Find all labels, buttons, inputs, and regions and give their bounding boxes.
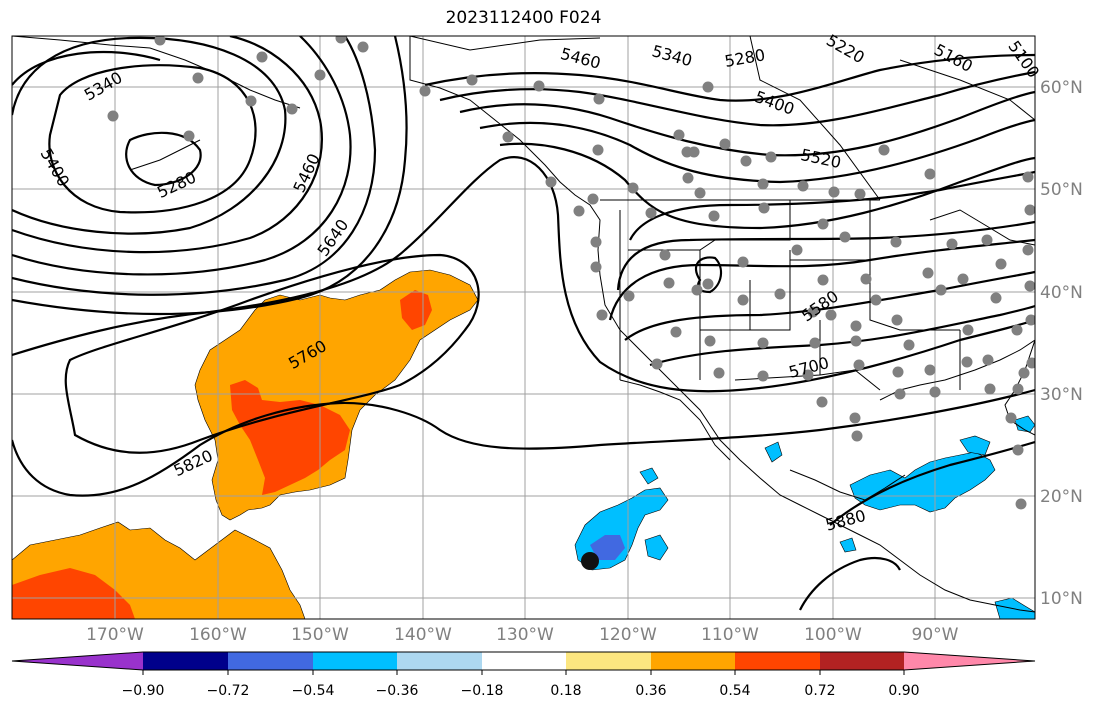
lon-tick-label: 130°W (496, 625, 554, 645)
negative-anomaly-shading (574, 415, 1035, 619)
plot-area (12, 36, 1035, 619)
colorbar-segment (397, 652, 482, 670)
longitude-tick-labels: 170°W 160°W 150°W 140°W 130°W 120°W 110°… (86, 625, 959, 645)
lat-tick-label: 50°N (1040, 180, 1083, 200)
lon-tick-label: 120°W (599, 625, 657, 645)
lat-tick-label: 20°N (1040, 487, 1083, 507)
colorbar-tick-label: 0.36 (635, 683, 666, 699)
colorbar-segment (820, 652, 904, 670)
lon-tick-label: 160°W (189, 625, 247, 645)
colorbar-extend-max (904, 652, 1035, 670)
lon-tick-label: 150°W (291, 625, 349, 645)
height-contours (12, 36, 1035, 611)
lat-tick-label: 40°N (1040, 283, 1083, 303)
colorbar-segment (228, 652, 313, 670)
colorbar-segment (735, 652, 820, 670)
storm-center-marker (581, 552, 599, 570)
colorbar-tick-label: 0.18 (550, 683, 581, 699)
colorbar: −0.90 −0.72 −0.54 −0.36 −0.18 0.18 0.36 … (11, 651, 1036, 699)
lon-tick-label: 90°W (912, 625, 959, 645)
latitude-tick-labels: 60°N 50°N 40°N 30°N 20°N 10°N (1040, 78, 1083, 609)
colorbar-tick-label: 0.90 (888, 683, 919, 699)
colorbar-tick-label: −0.36 (376, 683, 419, 699)
colorbar-tick-label: −0.54 (292, 683, 335, 699)
map-title: 2023112400 F024 (445, 8, 602, 28)
lat-tick-label: 10°N (1040, 589, 1083, 609)
colorbar-tick-label: 0.54 (719, 683, 750, 699)
colorbar-segment (566, 652, 651, 670)
colorbar-segment (651, 652, 735, 670)
colorbar-tick-label: −0.18 (461, 683, 504, 699)
lon-tick-label: 170°W (86, 625, 144, 645)
colorbar-segment (143, 652, 228, 670)
lon-tick-label: 140°W (394, 625, 452, 645)
plot-frame (11, 35, 1036, 620)
colorbar-tick-label: 0.72 (804, 683, 835, 699)
gridlines (12, 36, 1035, 619)
colorbar-segment (313, 652, 397, 670)
station-dots (107, 36, 1035, 510)
colorbar-extend-min (12, 652, 143, 670)
colorbar-segment (482, 652, 566, 670)
lon-tick-label: 100°W (804, 625, 862, 645)
colorbar-tick-label: −0.90 (122, 683, 165, 699)
colorbar-tick-label: −0.72 (207, 683, 250, 699)
lat-tick-label: 60°N (1040, 78, 1083, 98)
lat-tick-label: 30°N (1040, 385, 1083, 405)
lon-tick-label: 110°W (701, 625, 759, 645)
positive-anomaly-shading (12, 269, 479, 619)
